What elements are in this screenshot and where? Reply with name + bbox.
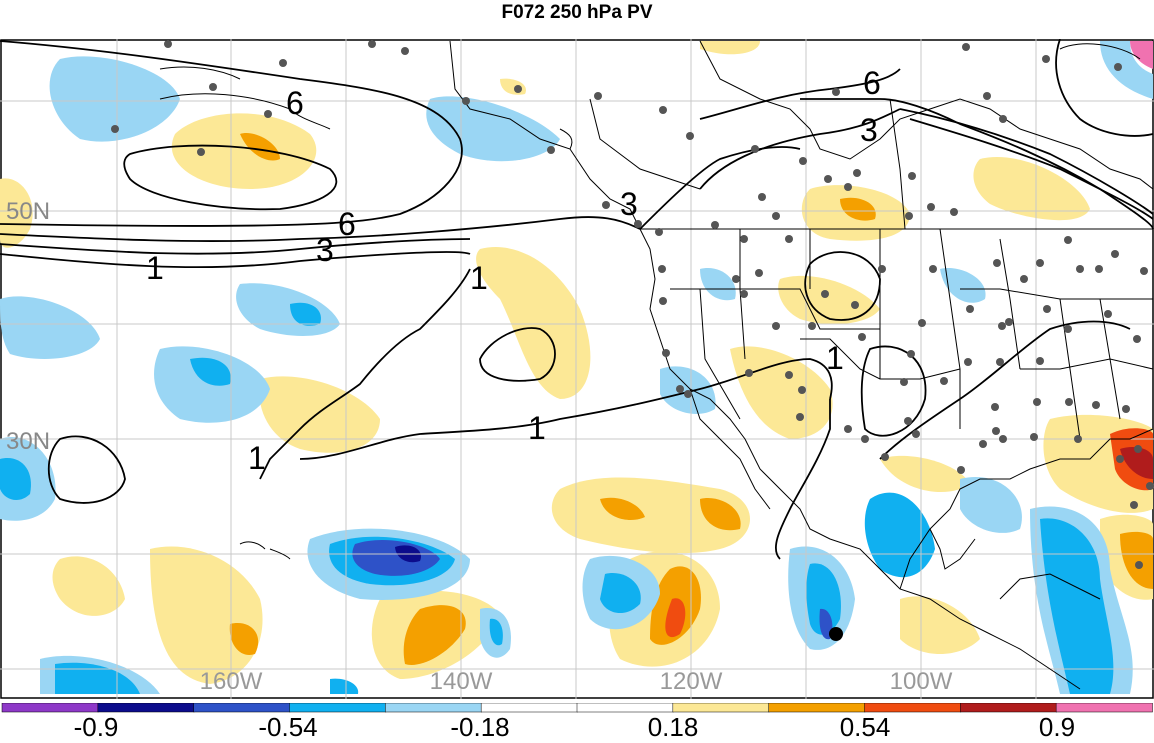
colorbar-label: -0.54 (258, 712, 318, 742)
colorbar-swatch (768, 703, 866, 713)
contour-label: 6 (286, 85, 304, 121)
lat-label-50n: 50N (6, 198, 51, 225)
positive-anomaly-shading (0, 41, 1153, 684)
contour-labels: 6 6 6 3 3 3 1 1 1 1 1 (146, 65, 881, 476)
colorbar-swatch (193, 703, 291, 713)
colorbar-label: 0.9 (1038, 712, 1076, 742)
colorbar-swatch (1055, 703, 1153, 713)
lon-label-120w: 120W (659, 668, 723, 695)
contour-label: 6 (863, 65, 881, 101)
contour-label: 1 (146, 250, 164, 286)
pv-contours (0, 39, 1154, 560)
map-title: F072 250 hPa PV (501, 2, 653, 23)
colorbar-label: -0.18 (450, 712, 510, 742)
contour-label: 1 (470, 260, 488, 296)
colorbar-swatch (385, 703, 482, 713)
contour-label: 1 (826, 340, 844, 376)
lon-label-140w: 140W (429, 668, 493, 695)
colorbar-swatch (97, 703, 195, 713)
colorbar-label: -0.9 (73, 712, 119, 742)
colorbar-swatch (672, 703, 770, 713)
contour-label: 3 (316, 232, 334, 268)
colorbar-swatch (576, 703, 674, 713)
negative-anomaly-shading (0, 41, 1153, 694)
lon-label-160w: 160W (199, 668, 263, 695)
colorbar-swatch (864, 703, 962, 713)
contour-label: 1 (528, 410, 546, 446)
colorbar-swatch (289, 703, 387, 713)
colorbar (1, 703, 1153, 713)
pv-map: 6 6 6 3 3 3 1 1 1 1 1 (0, 39, 1154, 699)
colorbar-label: 0.18 (647, 712, 699, 742)
marker-dot (829, 627, 843, 641)
lon-label-100w: 100W (889, 668, 953, 695)
contour-label: 3 (620, 186, 638, 222)
station-dots (111, 40, 1154, 569)
colorbar-swatch (960, 703, 1057, 713)
contour-label: 1 (248, 440, 266, 476)
contour-label: 3 (860, 112, 878, 148)
colorbar-swatch (1, 703, 99, 713)
graticule (0, 39, 1154, 699)
colorbar-label: 0.54 (839, 712, 891, 742)
lat-label-30n: 30N (6, 428, 51, 455)
colorbar-swatch (480, 703, 578, 713)
contour-label: 6 (338, 206, 356, 242)
